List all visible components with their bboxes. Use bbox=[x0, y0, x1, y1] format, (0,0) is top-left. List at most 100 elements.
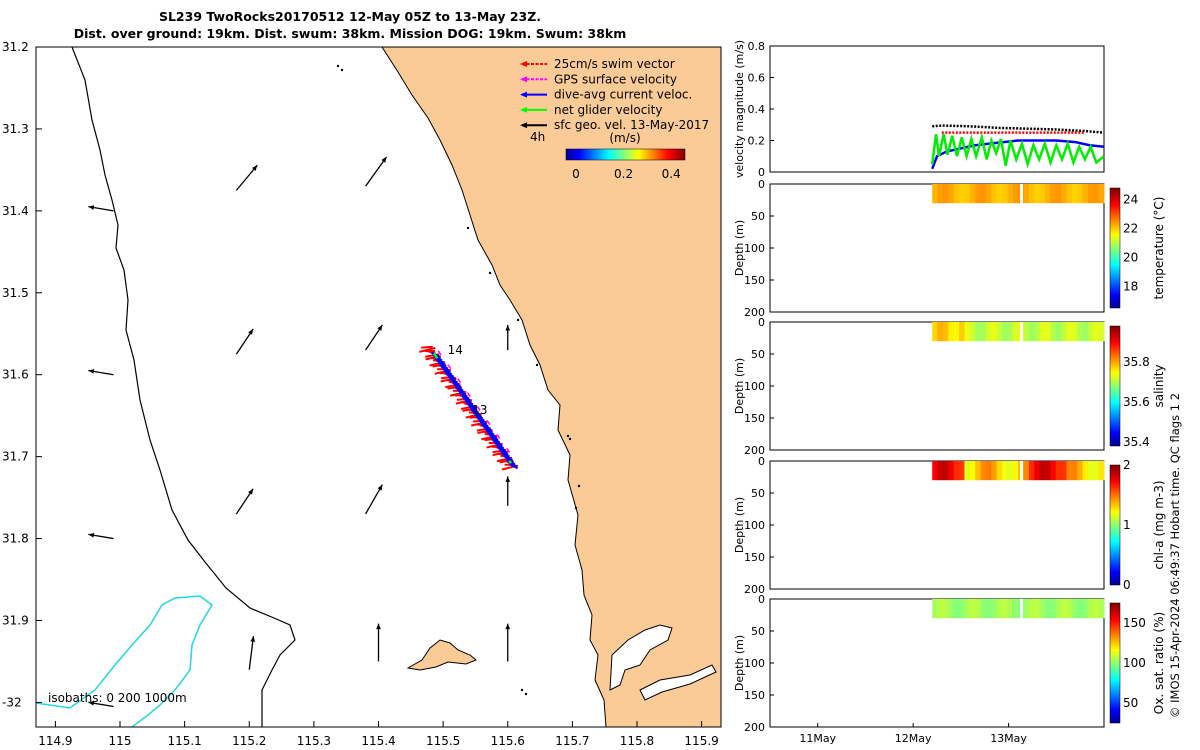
section-data-cell bbox=[969, 599, 976, 619]
section-data-cell bbox=[1066, 322, 1073, 342]
section-colorbar-label: temperature (°C) bbox=[1152, 197, 1166, 300]
section-data-cell bbox=[1044, 184, 1051, 204]
swim-vector bbox=[419, 346, 436, 353]
geo-arrow-head bbox=[377, 484, 383, 491]
section-data-cell bbox=[953, 322, 960, 342]
geo-velocity-arrow bbox=[235, 488, 254, 515]
section-data-cell bbox=[975, 599, 982, 619]
geo-velocity-arrow bbox=[235, 164, 258, 191]
section-axes bbox=[769, 598, 1105, 728]
section-data-cell bbox=[1023, 461, 1030, 481]
section-data-cell bbox=[1012, 184, 1019, 204]
section-data-cell bbox=[1055, 599, 1062, 619]
section-data-cell bbox=[932, 599, 939, 619]
map-x-tick-label: 115.6 bbox=[491, 734, 525, 748]
section-colorbar-tick-label: 18 bbox=[1123, 279, 1138, 293]
section-data-cell bbox=[1055, 461, 1062, 481]
section-colorbar-tick-label: 22 bbox=[1123, 221, 1138, 235]
gps-surface-velocity bbox=[476, 406, 481, 412]
section-data-cell bbox=[1061, 599, 1067, 619]
section-data-cell bbox=[1098, 322, 1105, 342]
section-data-cell bbox=[991, 184, 998, 204]
section-data-cell bbox=[1050, 599, 1057, 619]
section-data-cell bbox=[969, 184, 976, 204]
depth-tick-label: 200 bbox=[744, 444, 765, 457]
depth-tick-label: 0 bbox=[758, 316, 765, 329]
geo-arrow-head bbox=[248, 329, 254, 335]
gps-surface-velocity bbox=[486, 420, 491, 425]
speed-colorbar bbox=[565, 148, 686, 161]
section-data-cell bbox=[1071, 322, 1078, 342]
geo-arrow-head bbox=[377, 324, 383, 331]
velocity-series-line bbox=[932, 124, 1105, 134]
depth-tick-label: 150 bbox=[744, 551, 765, 564]
section-data-cell bbox=[969, 322, 976, 342]
section-data-cell bbox=[1039, 461, 1046, 481]
section-data-cell bbox=[1066, 599, 1073, 619]
section-data-cell bbox=[1061, 322, 1067, 342]
section-data-cell bbox=[1050, 461, 1057, 481]
section-data-cell bbox=[1093, 184, 1100, 204]
section-data-cell bbox=[1098, 461, 1105, 481]
map-x-tick-label: 115.5 bbox=[426, 734, 460, 748]
section-data-cell bbox=[1087, 184, 1094, 204]
section-colorbar-tick-label: 2 bbox=[1123, 458, 1131, 472]
velocity-y-tick-label: 0 bbox=[758, 166, 765, 179]
section-data-cell bbox=[1039, 184, 1046, 204]
depth-tick-label: 100 bbox=[744, 657, 765, 670]
section-colorbar-tick-label: 0 bbox=[1123, 578, 1131, 592]
depth-tick-label: 200 bbox=[744, 306, 765, 319]
depth-tick-label: 150 bbox=[744, 274, 765, 287]
date-tick-label: 11May bbox=[799, 732, 836, 745]
section-data-cell bbox=[980, 322, 987, 342]
velocity-y-tick-label: 0.6 bbox=[748, 72, 766, 85]
section-data-cell bbox=[1077, 461, 1084, 481]
section-data-cell bbox=[996, 599, 1003, 619]
track-day-label: 14 bbox=[448, 343, 463, 357]
section-colorbar-tick-label: 24 bbox=[1123, 193, 1138, 207]
net-glider-velocity bbox=[432, 352, 439, 360]
map-y-tick-label: 31.3 bbox=[2, 122, 29, 136]
section-data-cell bbox=[991, 599, 998, 619]
map-x-tick-label: 115.7 bbox=[555, 734, 589, 748]
section-data-cell bbox=[953, 461, 960, 481]
map-y-tick-label: 31.7 bbox=[2, 450, 29, 464]
section-data-cell bbox=[1082, 461, 1089, 481]
section-data-cell bbox=[964, 461, 971, 481]
section-colorbar-label: chl-a (mg m-3) bbox=[1152, 480, 1166, 569]
section-data-cell bbox=[1066, 184, 1073, 204]
geo-velocity-arrow bbox=[235, 328, 254, 355]
section-data-cell bbox=[964, 599, 971, 619]
land-mass bbox=[382, 47, 721, 727]
figure-title-line1: SL239 TwoRocks20170512 12-May 05Z to 13-… bbox=[158, 9, 542, 24]
map-x-tick-label: 115.8 bbox=[620, 734, 654, 748]
section-data-cell bbox=[1044, 322, 1051, 342]
geo-velocity-arrow bbox=[88, 205, 114, 212]
section-colorbar-tick-label: 100 bbox=[1123, 656, 1146, 670]
legend-label: dive-avg current veloc. bbox=[554, 88, 692, 102]
legend-swatch-arrowhead bbox=[520, 106, 527, 113]
section-panel: 0 50 100 150 200 Depth (m) 50 100 150 Ox. sat. ra… bbox=[733, 593, 1166, 734]
depth-axis-label: Depth (m) bbox=[733, 358, 746, 414]
legend-label: 25cm/s swim vector bbox=[554, 57, 675, 71]
section-data-cell bbox=[942, 599, 949, 619]
map-x-tick-label: 115.1 bbox=[167, 734, 201, 748]
velocity-y-tick-label: 0.2 bbox=[748, 135, 766, 148]
section-data-cell bbox=[1082, 322, 1089, 342]
section-colorbar-label: salinity bbox=[1152, 364, 1166, 407]
estuary bbox=[609, 624, 673, 691]
depth-tick-label: 50 bbox=[751, 625, 765, 638]
section-data-cell bbox=[1007, 322, 1014, 342]
isobath-200m bbox=[71, 47, 296, 727]
geo-arrow-head bbox=[251, 165, 258, 171]
map-y-tick-label: -32 bbox=[2, 695, 22, 709]
section-data-cell bbox=[1007, 599, 1014, 619]
section-colorbar bbox=[1109, 464, 1121, 586]
gps-surface-velocity bbox=[506, 447, 511, 453]
map-y-tick-label: 31.6 bbox=[2, 368, 29, 382]
depth-tick-label: 200 bbox=[744, 721, 765, 734]
velocity-y-tick-label: 0.4 bbox=[748, 103, 766, 116]
section-data-cell bbox=[996, 184, 1003, 204]
depth-tick-label: 0 bbox=[758, 593, 765, 606]
